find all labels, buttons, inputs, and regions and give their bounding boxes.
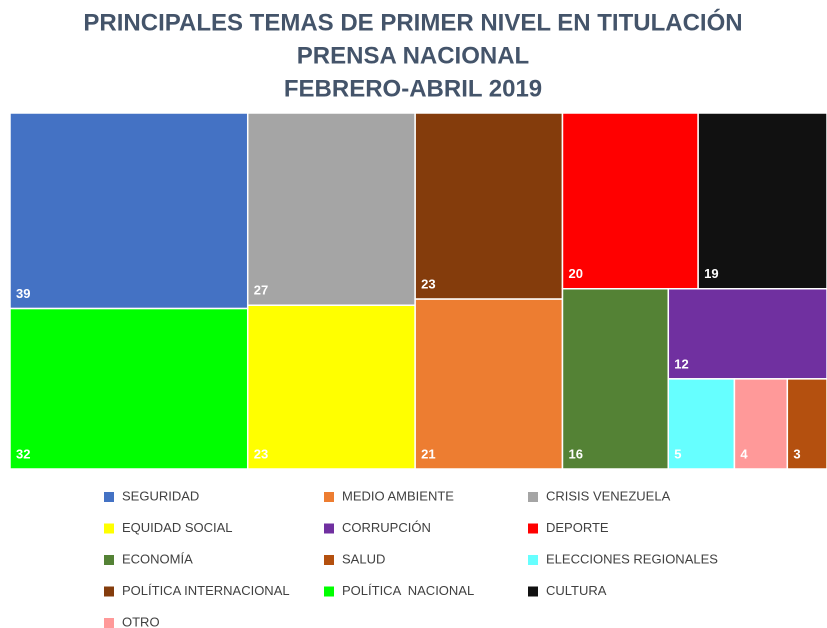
treemap-cell xyxy=(414,112,564,300)
cell-label: 12 xyxy=(674,356,688,371)
legend-label: POLÍTICA NACIONAL xyxy=(342,583,474,598)
cell-label: 4 xyxy=(740,446,748,461)
legend-label: CULTURA xyxy=(546,583,607,598)
legend-label: MEDIO AMBIENTE xyxy=(342,488,454,503)
legend-swatch xyxy=(104,492,114,502)
legend-swatch xyxy=(324,523,334,534)
cell-label: 19 xyxy=(704,266,718,281)
legend-label: POLÍTICA INTERNACIONAL xyxy=(122,583,290,598)
cell-label: 39 xyxy=(16,286,30,301)
cell-label: 21 xyxy=(421,446,435,461)
treemap-cell xyxy=(733,378,789,470)
legend-label: CORRUPCIÓN xyxy=(342,520,431,535)
chart-title: PRINCIPALES TEMAS DE PRIMER NIVEL EN TIT… xyxy=(83,8,742,36)
treemap-cell xyxy=(786,378,827,470)
cell-label: 27 xyxy=(254,283,268,298)
treemap-cell xyxy=(9,112,249,310)
cell-label: 3 xyxy=(793,446,800,461)
treemap-cell xyxy=(561,112,699,290)
treemap-cell xyxy=(667,378,736,470)
legend-label: SEGURIDAD xyxy=(122,488,199,503)
cell-label: 20 xyxy=(568,266,582,281)
legend-swatch xyxy=(324,492,334,502)
treemap-cell xyxy=(667,287,827,380)
legend-swatch xyxy=(528,492,538,502)
legend-label: OTRO xyxy=(122,614,160,628)
legend-swatch xyxy=(104,555,114,565)
legend-swatch xyxy=(324,555,334,565)
legend-swatch xyxy=(528,555,538,565)
cell-label: 5 xyxy=(674,446,681,461)
legend-label: SALUD xyxy=(342,551,385,566)
cell-label: 23 xyxy=(421,277,435,292)
treemap-cell xyxy=(9,307,249,470)
treemap-cell xyxy=(697,112,827,290)
legend-label: EQUIDAD SOCIAL xyxy=(122,520,233,535)
chart-title: PRENSA NACIONAL xyxy=(297,42,529,69)
legend-swatch xyxy=(104,586,114,597)
legend-swatch xyxy=(104,523,114,534)
legend-swatch xyxy=(324,586,334,597)
treemap-cell xyxy=(414,298,564,470)
treemap-cell xyxy=(246,112,416,306)
legend-swatch xyxy=(528,523,538,534)
legend-label: ELECCIONES REGIONALES xyxy=(546,551,718,566)
legend-swatch xyxy=(104,618,114,628)
legend-label: ECONOMÍA xyxy=(122,551,193,566)
cell-label: 16 xyxy=(568,446,582,461)
chart-title: FEBRERO-ABRIL 2019 xyxy=(284,75,542,102)
treemap-cell xyxy=(561,287,670,470)
legend-label: CRISIS VENEZUELA xyxy=(546,488,671,503)
cell-label: 23 xyxy=(254,446,268,461)
cell-label: 32 xyxy=(16,446,30,461)
legend-swatch xyxy=(528,586,538,597)
treemap-cell xyxy=(246,304,416,470)
legend-label: DEPORTE xyxy=(546,520,609,535)
